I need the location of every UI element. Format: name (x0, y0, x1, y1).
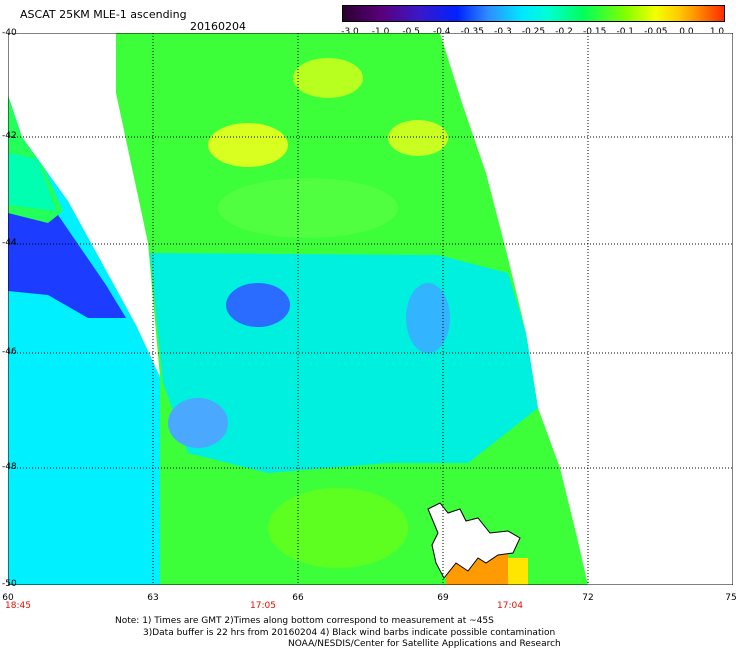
lon-gridlines (152, 33, 589, 585)
time-label: 18:45 (5, 601, 31, 611)
colorbar-tick-label: -0.25 (521, 27, 546, 37)
colorbar-tick-label: 0.0 (679, 27, 694, 37)
colorbar-tick-label: -0.3 (494, 27, 512, 37)
colorbar-tick-label: -0.4 (432, 27, 451, 37)
time-label: 17:05 (250, 601, 276, 611)
green-patch-south (268, 488, 408, 568)
blue-spot-2 (406, 283, 450, 353)
time-label: 17:04 (497, 601, 523, 611)
yellow-patch-1 (208, 123, 288, 167)
lat-label: -44 (2, 238, 17, 248)
colorbar (342, 5, 725, 22)
island-outline (427, 502, 521, 579)
yellow-edge-patch (508, 558, 528, 585)
deep-blue-spot (226, 283, 290, 327)
yellow-patch-3 (388, 120, 448, 156)
lat-label: -42 (2, 131, 17, 141)
lat-label: -40 (2, 28, 17, 38)
colorbar-tick-label: -3.0 (341, 27, 359, 37)
green-patch-mid (218, 178, 398, 238)
map-panel (8, 33, 733, 585)
colorbar-tick-label: -0.05 (644, 27, 668, 37)
lat-label: -48 (2, 462, 17, 472)
lon-label: 66 (292, 593, 304, 603)
colorbar-tick-label: -0.1 (616, 27, 635, 37)
west-swath-green-strip (8, 153, 56, 211)
lon-label: 75 (725, 593, 737, 603)
lon-label: 60 (2, 593, 14, 603)
product-date: 20160204 (190, 20, 246, 33)
footnote-line-1: Note: 1) Times are GMT 2)Times along bot… (115, 616, 494, 626)
colorbar-tick-label: -0.5 (402, 27, 420, 37)
colorbar-tick-label: -0.15 (583, 27, 607, 37)
lat-label: -46 (2, 347, 17, 357)
footnote-line-3: NOAA/NESDIS/Center for Satellite Applica… (288, 639, 561, 649)
lat-gridlines (8, 33, 733, 469)
yellow-patch-2 (293, 58, 363, 98)
colorbar-tick-label: 1.0 (709, 27, 725, 37)
lon-label: 69 (437, 593, 449, 603)
lon-label: 72 (582, 593, 594, 603)
product-title: ASCAT 25KM MLE-1 ascending (20, 8, 187, 21)
lon-label: 63 (147, 593, 159, 603)
footnote-line-2: 3)Data buffer is 22 hrs from 20160204 4)… (143, 628, 556, 638)
west-swath-deep-blue (8, 195, 126, 318)
colorbar-tick-label: -0.35 (460, 27, 484, 37)
colorbar-tick-label: -1.0 (371, 27, 390, 37)
lat-label: -50 (2, 579, 17, 589)
colorbar-tick-label: -0.2 (555, 27, 573, 37)
blue-spot-3 (168, 398, 228, 448)
